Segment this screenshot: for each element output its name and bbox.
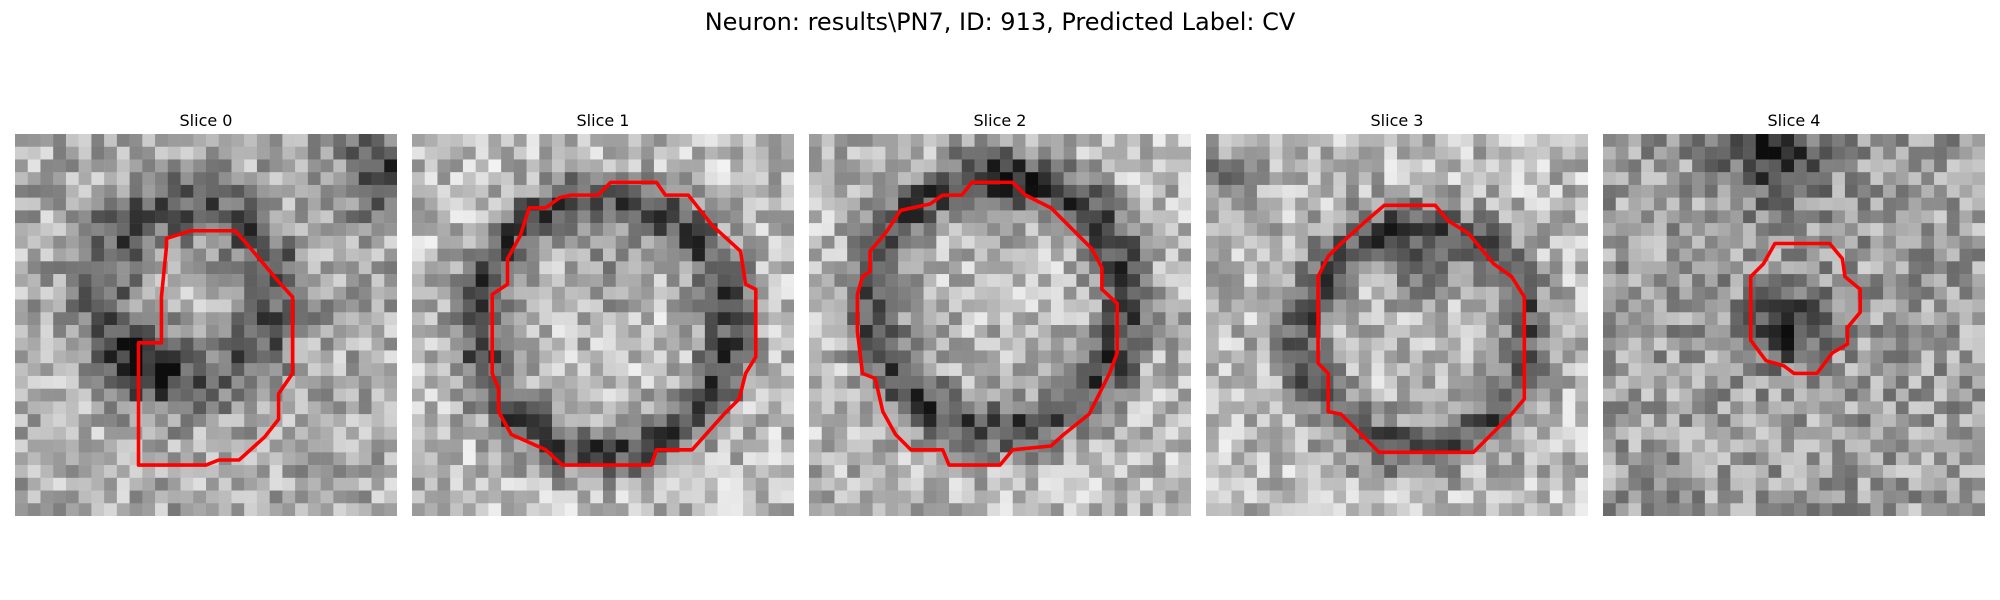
contour-outline: [136, 228, 295, 467]
grayscale-image: [1206, 134, 1588, 516]
slice-image: [412, 134, 794, 516]
grayscale-image: [15, 134, 397, 516]
slice-title: Slice 3: [1370, 111, 1424, 130]
slice-panel-4: Slice 4: [1603, 108, 1985, 516]
slice-image: [809, 134, 1191, 516]
slice-image: [1206, 134, 1588, 516]
slice-image: [15, 134, 397, 516]
slice-title: Slice 0: [179, 111, 233, 130]
grayscale-image: [412, 134, 794, 516]
slice-panel-2: Slice 2: [809, 108, 1191, 516]
figure-title: Neuron: results\PN7, ID: 913, Predicted …: [704, 8, 1296, 36]
slice-title: Slice 1: [576, 111, 630, 130]
contour-outline: [855, 180, 1119, 467]
contour-outline: [1316, 203, 1527, 455]
contour-outline: [490, 180, 758, 467]
grayscale-image: [1603, 134, 1985, 516]
slice-panel-0: Slice 0: [15, 108, 397, 516]
contour-outline: [1748, 241, 1862, 376]
slice-image: [1603, 134, 1985, 516]
slice-panel-3: Slice 3: [1206, 108, 1588, 516]
slice-panel-1: Slice 1: [412, 108, 794, 516]
slice-title: Slice 2: [973, 111, 1027, 130]
grayscale-image: [809, 134, 1191, 516]
slice-title: Slice 4: [1767, 111, 1821, 130]
